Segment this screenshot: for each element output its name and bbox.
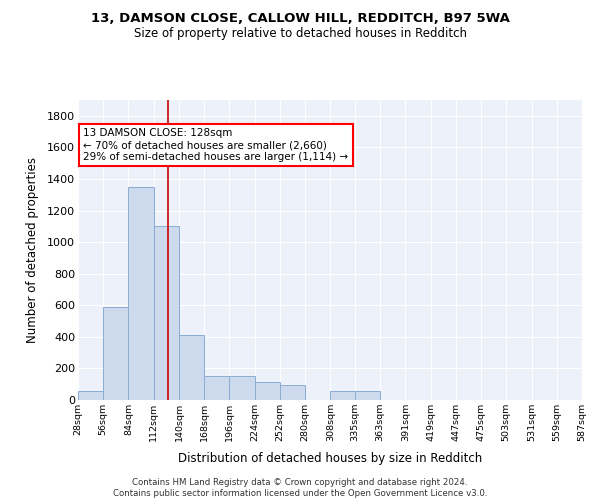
Bar	[331, 390, 356, 400]
Text: 13, DAMSON CLOSE, CALLOW HILL, REDDITCH, B97 5WA: 13, DAMSON CLOSE, CALLOW HILL, REDDITCH,…	[91, 12, 509, 26]
Bar	[255, 382, 280, 400]
Bar	[179, 336, 204, 400]
Text: Size of property relative to detached houses in Redditch: Size of property relative to detached ho…	[133, 28, 467, 40]
Bar	[78, 392, 103, 400]
Bar	[204, 376, 229, 400]
Bar	[355, 390, 380, 400]
Bar	[154, 226, 179, 400]
X-axis label: Distribution of detached houses by size in Redditch: Distribution of detached houses by size …	[178, 452, 482, 466]
Text: Contains HM Land Registry data © Crown copyright and database right 2024.
Contai: Contains HM Land Registry data © Crown c…	[113, 478, 487, 498]
Bar	[128, 187, 154, 400]
Bar	[103, 307, 128, 400]
Y-axis label: Number of detached properties: Number of detached properties	[26, 157, 39, 343]
Text: 13 DAMSON CLOSE: 128sqm
← 70% of detached houses are smaller (2,660)
29% of semi: 13 DAMSON CLOSE: 128sqm ← 70% of detache…	[83, 128, 349, 162]
Bar	[229, 376, 255, 400]
Bar	[280, 385, 305, 400]
